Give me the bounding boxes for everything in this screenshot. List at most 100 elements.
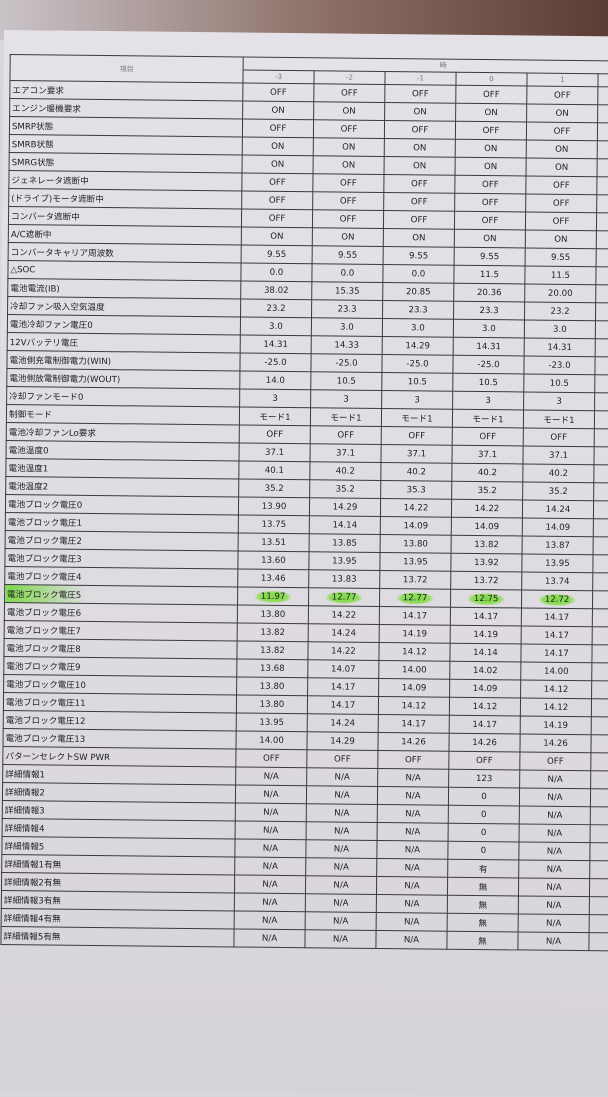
cell-value: N/A [519,769,591,789]
cell-value: 12.72 [521,589,593,609]
empty-cell [593,464,608,484]
value-text: 14.29 [405,340,431,351]
cell-value: N/A [235,820,307,840]
value-text: 14.09 [545,522,571,533]
cell-value: N/A [377,804,449,824]
empty-cell [589,878,608,898]
value-text: 14.02 [472,665,498,676]
row-label: SMRB状態 [9,134,243,156]
value-text: 23.2 [266,303,286,314]
value-text: 14.29 [330,735,355,747]
value-text: OFF [482,89,500,100]
empty-cell [592,572,608,592]
value-text: 37.1 [335,448,356,459]
value-text: 0 [480,827,487,838]
cell-value: 3.0 [311,317,383,337]
value-text: N/A [405,808,421,819]
value-text: 0 [480,845,487,856]
value-text: 14.24 [545,504,571,515]
cell-value: -25.0 [381,354,454,374]
cell-value: 有 [447,859,519,878]
cell-value: OFF [242,119,314,138]
value-text: OFF [340,124,358,135]
cell-value: OFF [377,750,449,770]
value-text: 14.17 [330,681,356,693]
value-text: OFF [546,756,564,767]
cell-value: 0.0 [240,262,313,282]
cell-value: 13.68 [236,658,308,678]
cell-value: 40.2 [380,462,452,482]
cell-value: 3.0 [524,319,596,339]
item-column-header: 項目 [9,54,244,84]
value-text: ON [342,106,356,117]
value-text: OFF [337,430,355,441]
cell-value: 35.2 [309,479,381,499]
cell-value: 9.55 [241,244,313,264]
value-text: 13.85 [332,537,357,549]
cell-value: 14.22 [308,605,380,625]
value-text: 37.1 [264,447,285,458]
empty-cell [595,284,608,304]
value-text: OFF [339,196,357,207]
value-text: OFF [269,87,287,98]
value-text: OFF [481,215,499,226]
value-text: OFF [269,177,286,188]
empty-cell [594,374,608,394]
cell-value: 13.80 [236,694,308,714]
value-text: ON [271,141,285,152]
value-text: ON [412,160,427,171]
value-text: 13.68 [259,663,285,674]
value-text: N/A [547,792,563,803]
cell-value: 13.80 [236,676,308,696]
cell-value: 14.17 [378,714,450,734]
cell-value: 13.72 [450,571,522,590]
value-text: N/A [405,790,421,801]
value-text: N/A [262,897,278,908]
value-text: 9.55 [409,250,429,261]
cell-value: 14.17 [307,695,379,715]
cell-value: 14.07 [307,659,379,679]
cell-value: ON [242,155,314,174]
cell-value: 23.3 [311,299,383,319]
table-body: エアコン要求 OFF OFF OFF OFF OFF エンジン暖機要求 ON ON ON ON ON S… [0,80,608,952]
cell-value: 14.12 [520,697,592,717]
value-text: 23.2 [550,306,570,317]
cell-value: OFF [526,85,598,105]
value-text: 37.1 [548,450,569,461]
value-text: 13.95 [259,717,285,728]
cell-value: OFF [455,121,527,140]
value-text: 23.3 [337,304,357,315]
cell-value: OFF [381,426,453,446]
value-text: OFF [411,178,428,189]
value-text: N/A [263,771,279,782]
value-text: OFF [339,214,357,225]
cell-value: 38.02 [240,280,312,300]
value-text: 14.22 [474,503,500,514]
cell-value: 15.35 [311,281,383,301]
cell-value: 14.31 [524,337,596,357]
cell-value: 14.02 [449,661,521,680]
value-text: 有 [478,864,488,875]
cell-value: 14.0 [239,370,311,390]
cell-value: OFF [454,175,526,194]
cell-value: 13.85 [309,533,381,553]
value-text: 20.36 [476,287,502,298]
cell-value: 10.5 [310,371,382,391]
row-label: 電池温度0 [6,440,240,461]
value-text: 13.80 [259,681,285,692]
value-text: 35.2 [477,485,497,496]
value-text: 14.12 [543,702,569,713]
cell-value: N/A [305,911,377,931]
value-text: 無 [478,900,488,911]
row-label: 電池ブロック電圧11 [3,692,237,713]
value-text: 23.3 [408,304,428,315]
value-text: OFF [479,431,497,442]
value-text: N/A [334,772,350,783]
cell-value: 14.17 [450,607,522,626]
highlighted-value: 12.77 [396,591,434,605]
cell-value: 14.12 [378,696,450,716]
cell-value: 40.2 [451,463,523,482]
value-text: -25.0 [335,357,358,369]
cell-value: 35.3 [380,480,452,500]
cell-value: ON [454,229,526,248]
